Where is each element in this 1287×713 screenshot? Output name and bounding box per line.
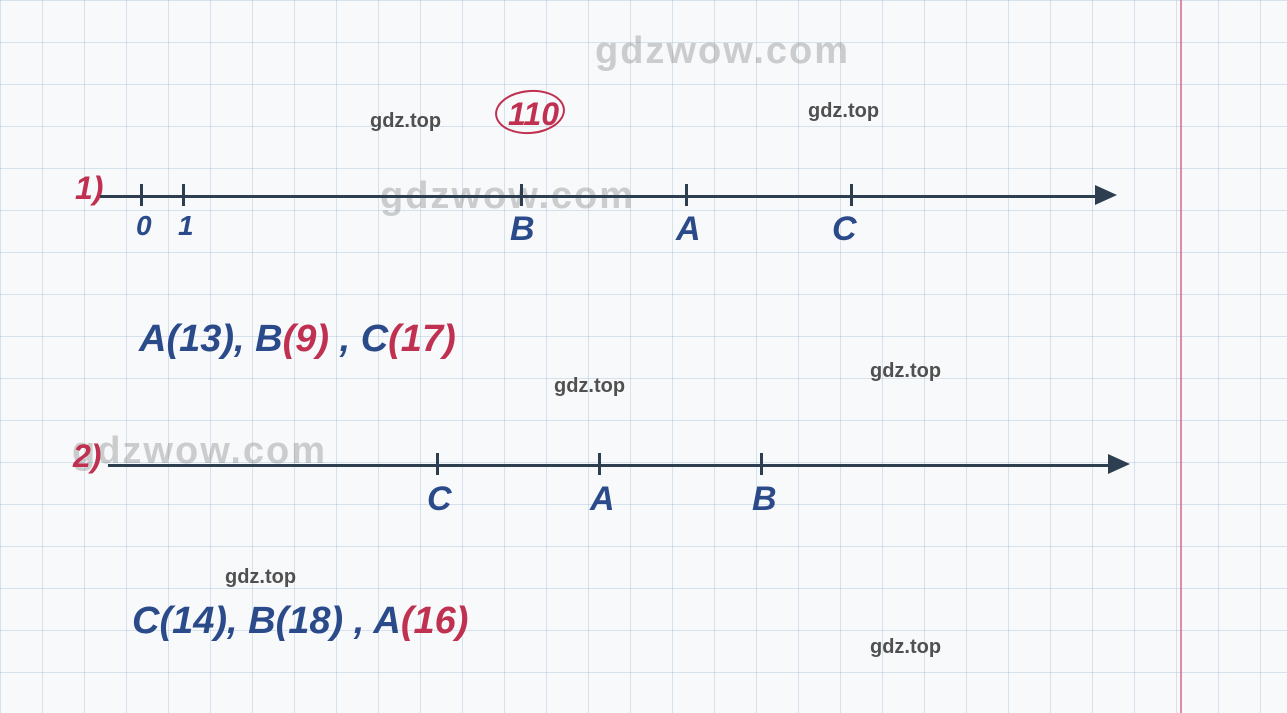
tick-label: C: [427, 480, 452, 519]
part1-answer: A(13), B(9) , C(17): [139, 318, 456, 361]
part1-label: 1): [75, 170, 103, 207]
tick: [685, 184, 688, 206]
tick: [436, 453, 439, 475]
part2-label: 2): [73, 438, 101, 475]
tick-label: B: [510, 210, 535, 249]
tick: [598, 453, 601, 475]
tick-label: 0: [136, 210, 152, 242]
tick: [182, 184, 185, 206]
tick-label: A: [590, 480, 615, 519]
tick-label: C: [832, 210, 857, 249]
problem-number: 110: [508, 96, 559, 133]
margin-line: [1180, 0, 1182, 713]
part1-arrow: [1095, 185, 1117, 205]
tick: [140, 184, 143, 206]
tick: [760, 453, 763, 475]
part2-number-line: [108, 464, 1108, 467]
part1-number-line: [100, 195, 1095, 198]
tick: [520, 184, 523, 206]
tick: [850, 184, 853, 206]
part2-answer: C(14), B(18) , A(16): [132, 600, 468, 643]
tick-label: B: [752, 480, 777, 519]
tick-label: 1: [178, 210, 194, 242]
part2-arrow: [1108, 454, 1130, 474]
tick-label: A: [676, 210, 701, 249]
